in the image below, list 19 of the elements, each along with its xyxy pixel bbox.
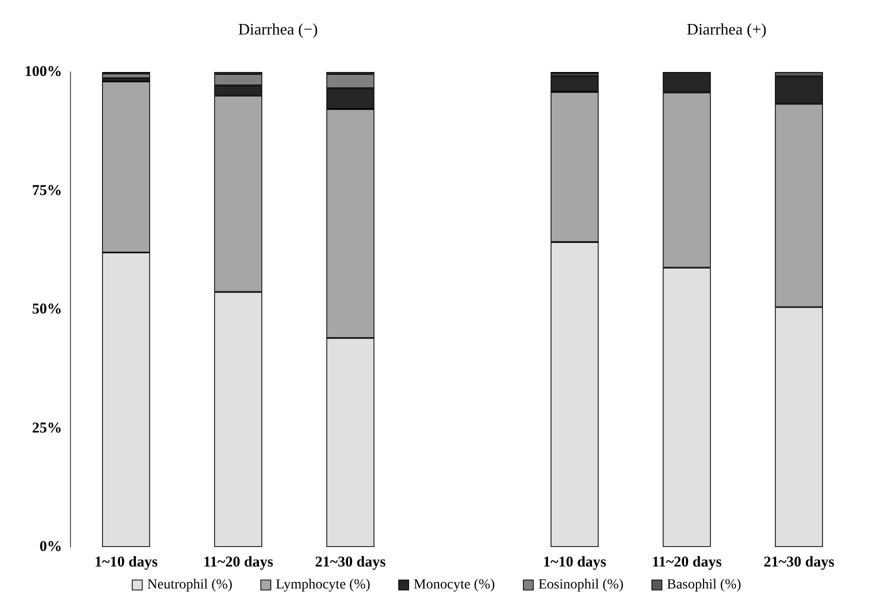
x-tick-label: 21~30 days xyxy=(314,554,386,570)
x-tick-label: 21~30 days xyxy=(764,554,834,570)
bar xyxy=(102,73,150,78)
x-tick-label: 11~20 days xyxy=(203,554,274,570)
x-tick-label: 1~10 days xyxy=(94,554,158,570)
y-tick-label: 0% xyxy=(40,539,62,555)
legend-label: Basophil (%) xyxy=(666,578,742,592)
y-tick-label: 50% xyxy=(32,302,62,318)
y-tick-label: 100% xyxy=(24,64,62,80)
text: Diarrhea (+) xyxy=(686,22,766,38)
x-tick-label: 11~20 days xyxy=(652,554,722,570)
x-tick-label: 1~10 days xyxy=(543,554,606,570)
y-tick-label: 75% xyxy=(32,182,62,199)
text: Diarrhea (−) xyxy=(238,22,318,38)
y-tick-label: 25% xyxy=(32,420,62,436)
legend-label: Neutrophil (%) xyxy=(147,578,233,592)
legend-label: Eosinophil (%) xyxy=(538,578,624,592)
legend-label: Monocyte (%) xyxy=(414,578,496,592)
legend-label: Lymphocyte (%) xyxy=(276,578,371,592)
